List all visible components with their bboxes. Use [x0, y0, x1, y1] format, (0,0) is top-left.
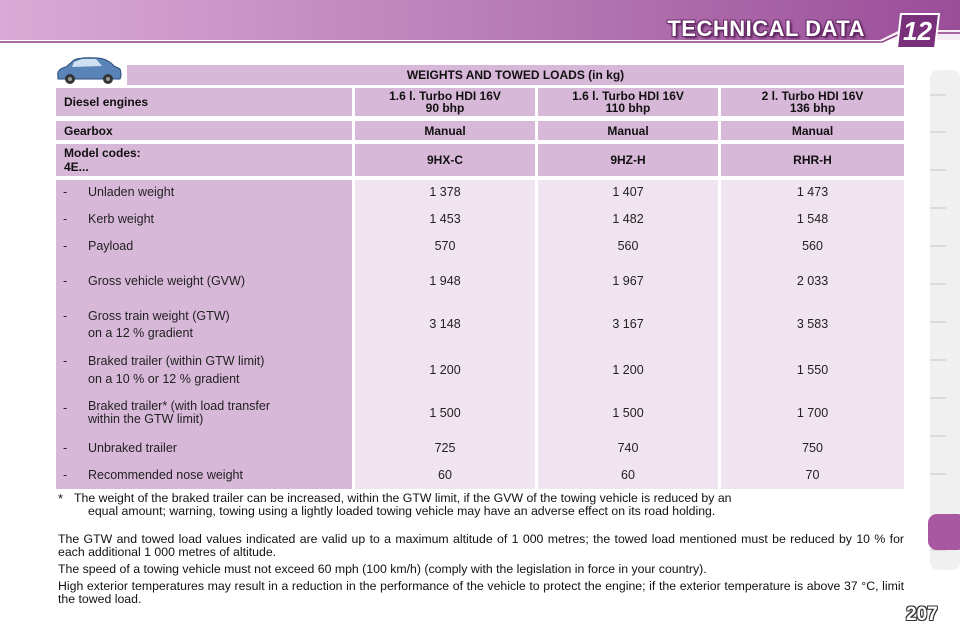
row-dash: - — [63, 185, 68, 199]
row-label: Kerb weight — [88, 212, 155, 226]
row-label: Gross train weight (GTW) — [88, 309, 230, 323]
row-value: 1 200 — [429, 363, 461, 377]
row-dash: - — [63, 309, 68, 323]
row-label: Braked trailer (within GTW limit) — [88, 354, 265, 368]
row-label-line-2: on a 10 % or 12 % gradient — [88, 372, 240, 386]
value-column-2-bg — [538, 180, 718, 489]
row-value: 560 — [802, 239, 823, 253]
header-bar: TECHNICAL DATA 12 — [0, 0, 960, 52]
engine-3-line-1: 2 l. Turbo HDI 16V — [761, 89, 864, 103]
engine-1-line-2: 90 bhp — [425, 101, 465, 115]
row-value: 3 167 — [612, 317, 644, 331]
gearbox-col-1: Manual — [355, 121, 535, 140]
row-label: Recommended nose weight — [88, 468, 243, 482]
header-background — [0, 0, 960, 52]
row-value: 750 — [802, 441, 823, 455]
row-value: 3 148 — [429, 317, 461, 331]
row-dash: - — [63, 401, 68, 415]
row-dash: - — [63, 354, 68, 368]
row-value: 1 378 — [429, 185, 461, 199]
row-value: 1 200 — [612, 363, 644, 377]
model-col-3: RHR-H — [721, 144, 904, 176]
footnote-line-1: The weight of the braked trailer can be … — [74, 491, 732, 505]
row-value: 3 583 — [796, 317, 829, 331]
tab-strip-graphic — [930, 70, 960, 570]
page-number: 207 — [906, 604, 938, 625]
gearbox-col-2: Manual — [538, 121, 718, 140]
engine-2-line-2: 110 bhp — [605, 101, 651, 115]
row-value: 1 948 — [429, 274, 461, 288]
engine-col-1: 1.6 l. Turbo HDI 16V 90 bhp — [355, 88, 535, 116]
gearbox-col-3: Manual — [721, 121, 904, 140]
row-dash: - — [63, 441, 68, 455]
gearbox-label: Gearbox — [56, 121, 352, 140]
active-tab-icon — [928, 514, 960, 550]
row-value: 1 967 — [612, 274, 644, 288]
row-label: Braked trailer* (with load transfer — [88, 399, 271, 413]
row-value: 1 453 — [429, 212, 461, 226]
row-label: Unbraked trailer — [88, 441, 177, 455]
row-value: 560 — [617, 239, 639, 253]
row-value: 740 — [617, 441, 639, 455]
model-codes-label: Model codes: 4E... — [56, 144, 352, 176]
car-icon — [52, 55, 124, 87]
engine-2-line-1: 1.6 l. Turbo HDI 16V — [572, 89, 684, 103]
model-codes-label-1: Model codes: — [64, 146, 141, 160]
engine-3-line-2: 136 bhp — [789, 101, 836, 115]
row-dash: - — [63, 468, 68, 482]
row-label-line-2: on a 12 % gradient — [88, 326, 193, 340]
chapter-badge-icon — [895, 13, 941, 49]
row-dash: - — [63, 274, 68, 288]
row-value: 1 482 — [612, 212, 644, 226]
paragraph-temperature: High exterior temperatures may result in… — [58, 579, 904, 606]
engine-1-line-1: 1.6 l. Turbo HDI 16V — [389, 89, 501, 103]
chapter-tab-strip — [926, 70, 960, 570]
row-value: 1 500 — [429, 406, 461, 420]
value-column-3-bg — [721, 180, 904, 489]
row-value: 1 550 — [796, 363, 829, 377]
row-label: Unladen weight — [88, 185, 175, 199]
gearbox-label-text: Gearbox — [64, 123, 113, 138]
row-value: 60 — [621, 468, 635, 482]
row-label: Payload — [88, 239, 134, 253]
model-col-2: 9HZ-H — [538, 144, 718, 176]
row-value: 570 — [434, 239, 456, 253]
value-column-1-bg — [355, 180, 535, 489]
footnote-line-2: equal amount; warning, towing using a li… — [88, 504, 716, 518]
model-codes-label-2: 4E... — [64, 160, 89, 174]
engine-label: Diesel engines — [56, 88, 352, 116]
table-title: WEIGHTS AND TOWED LOADS (in kg) — [127, 65, 904, 85]
footnote-mark: * — [58, 491, 64, 506]
row-value: 60 — [438, 468, 452, 482]
row-value: 1 473 — [796, 185, 829, 199]
row-value: 1 500 — [612, 406, 644, 420]
row-value: 1 548 — [796, 212, 829, 226]
engine-col-3: 2 l. Turbo HDI 16V 136 bhp — [721, 88, 904, 116]
label-column-bg — [56, 180, 352, 489]
row-value: 725 — [434, 441, 456, 455]
chapter-badge: 12 — [895, 10, 945, 52]
paragraph-speed: The speed of a towing vehicle must not e… — [58, 562, 707, 576]
chapter-tab-active[interactable] — [926, 512, 960, 552]
row-value: 1 700 — [796, 406, 829, 420]
row-label-line-2: within the GTW limit) — [88, 412, 204, 426]
model-col-1: 9HX-C — [355, 144, 535, 176]
row-dash: - — [63, 239, 68, 253]
engine-col-2: 1.6 l. Turbo HDI 16V 110 bhp — [538, 88, 718, 116]
chapter-number: 12 — [903, 16, 932, 46]
row-value: 2 033 — [796, 274, 829, 288]
row-label: Gross vehicle weight (GVW) — [88, 274, 245, 288]
engine-label-text: Diesel engines — [64, 95, 149, 109]
page-title: TECHNICAL DATA — [667, 16, 865, 41]
row-value: 1 407 — [612, 185, 644, 199]
paragraph-gtw: The GTW and towed load values indicated … — [58, 532, 904, 559]
row-value: 70 — [805, 468, 820, 482]
row-dash: - — [63, 212, 68, 226]
